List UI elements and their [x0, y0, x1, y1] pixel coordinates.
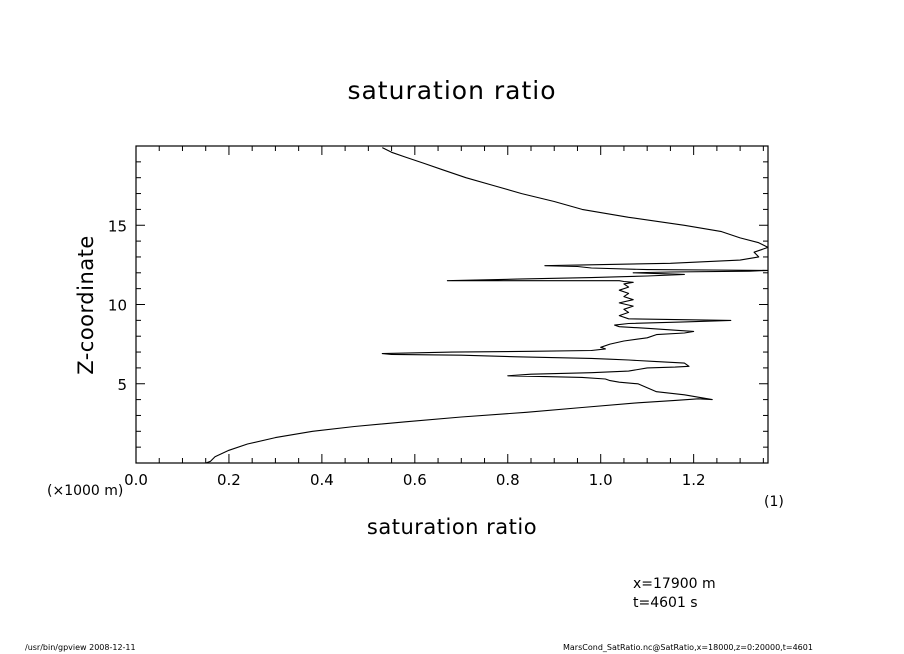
x-tick-label: 0.8 — [496, 471, 520, 489]
y-axis-unit: (×1000 m) — [47, 483, 124, 499]
y-axis-label: Z-coordinate — [74, 235, 98, 375]
x-tick-label: 0.0 — [124, 471, 148, 489]
x-tick-label: 1.2 — [682, 471, 706, 489]
y-tick-label: 10 — [108, 297, 127, 315]
chart-title: saturation ratio — [347, 76, 557, 105]
info-x-position: x=17900 m — [633, 576, 716, 592]
series-line-saturation-ratio — [205, 147, 769, 464]
footer-right: MarsCond_SatRatio.nc@SatRatio,x=18000,z=… — [563, 643, 813, 652]
x-tick-label: 1.0 — [589, 471, 613, 489]
info-time: t=4601 s — [633, 595, 698, 611]
footer-left: /usr/bin/gpview 2008-12-11 — [25, 643, 136, 652]
x-axis-label: saturation ratio — [366, 515, 538, 539]
y-tick-label: 15 — [108, 217, 127, 235]
x-tick-label: 0.6 — [403, 471, 427, 489]
y-tick-label: 5 — [117, 376, 127, 394]
x-tick-label: 0.4 — [310, 471, 334, 489]
axis-tick-labels: 0.0 0.2 0.4 0.6 0.8 1.0 1.2 5 10 15 — [108, 217, 706, 489]
x-tick-label: 0.2 — [217, 471, 241, 489]
axis-ticks — [135, 145, 768, 464]
x-axis-unit: (1) — [764, 494, 784, 510]
plot-frame — [135, 145, 769, 464]
